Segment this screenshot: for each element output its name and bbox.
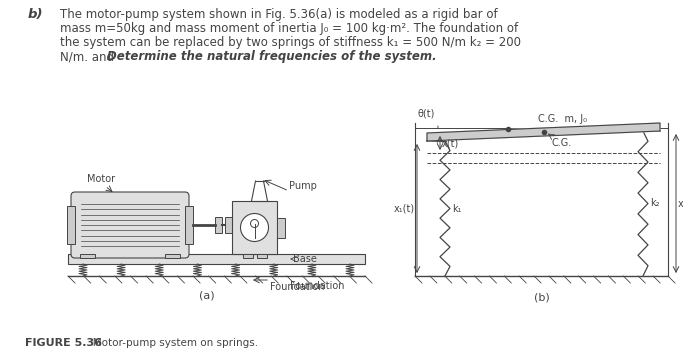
Polygon shape (427, 123, 660, 141)
Bar (67, 206, 75, 244)
Text: C.G.  m, J₀: C.G. m, J₀ (538, 114, 587, 124)
Text: mass m=50kg and mass moment of inertia J₀ = 100 kg·m². The foundation of: mass m=50kg and mass moment of inertia J… (60, 22, 518, 35)
Text: the system can be replaced by two springs of stiffness k₁ = 500 N/m k₂ = 200: the system can be replaced by two spring… (60, 36, 521, 49)
Text: Determine the natural frequencies of the system.: Determine the natural frequencies of the… (107, 50, 436, 63)
Bar (257, 254, 266, 258)
Text: FIGURE 5.36: FIGURE 5.36 (25, 338, 102, 348)
Circle shape (240, 213, 268, 241)
Text: N/m. and: N/m. and (60, 50, 117, 63)
Text: The motor-pump system shown in Fig. 5.36(a) is modeled as a rigid bar of: The motor-pump system shown in Fig. 5.36… (60, 8, 498, 21)
Text: Motor-pump system on springs.: Motor-pump system on springs. (83, 338, 258, 348)
Bar (232, 201, 277, 254)
Text: x(t): x(t) (442, 138, 459, 148)
Bar (277, 218, 285, 238)
Bar (165, 254, 180, 258)
Text: Base: Base (293, 254, 317, 264)
Text: Foundation: Foundation (270, 282, 324, 292)
Text: x₁(t): x₁(t) (394, 204, 415, 213)
Bar (242, 254, 253, 258)
Text: Pump: Pump (289, 181, 317, 191)
Bar (215, 217, 222, 233)
Text: (b): (b) (533, 292, 549, 302)
Text: Motor: Motor (87, 174, 115, 184)
Text: k₂: k₂ (650, 199, 660, 208)
Bar (185, 206, 193, 244)
Text: θ(t): θ(t) (417, 109, 434, 119)
Text: x₂(t): x₂(t) (678, 199, 683, 208)
Bar (225, 217, 232, 233)
Bar (68, 254, 365, 264)
Text: C.G.: C.G. (551, 138, 572, 148)
Text: k₁: k₁ (452, 204, 462, 213)
Circle shape (251, 219, 258, 227)
Bar (80, 254, 95, 258)
FancyBboxPatch shape (71, 192, 189, 258)
Text: Foundation: Foundation (290, 281, 344, 291)
Text: (a): (a) (199, 290, 214, 300)
Text: b): b) (28, 8, 44, 21)
